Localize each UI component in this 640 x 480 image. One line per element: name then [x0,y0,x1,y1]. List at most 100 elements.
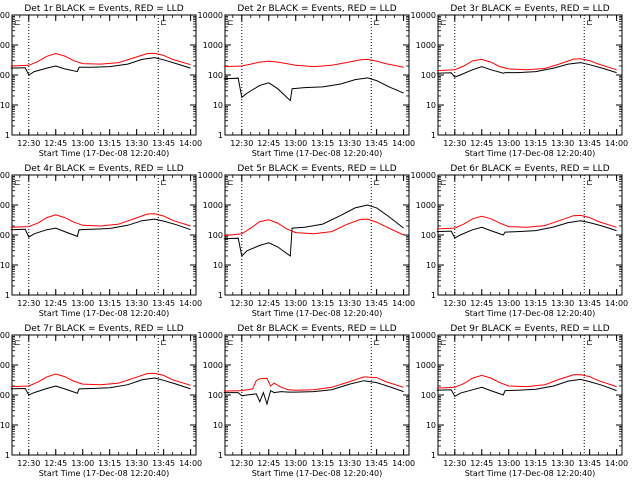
x-axis-label: Start Time (17-Dec-08 12:20:40) [252,469,383,478]
x-axis-label: Start Time (17-Dec-08 12:20:40) [465,469,596,478]
x-tick-label: 13:00 [497,299,520,308]
y-tick-label: 10000 [411,331,436,340]
x-tick-label: 13:45 [578,299,601,308]
y-tick-label: 10 [213,261,223,270]
series-events-line [223,77,404,102]
flag-marker: ⊏ [373,178,380,187]
panel-7: Det 7r BLACK = Events, RED = LLD 1 10 100 10… [0,324,202,478]
y-tick-label: 100 [208,391,223,400]
x-tick-label: 12:45 [470,299,493,308]
x-tick-label: 12:30 [17,459,40,468]
x-tick-label: 13:45 [578,459,601,468]
x-axis-label: Start Time (17-Dec-08 12:20:40) [39,309,170,318]
y-tick-label: 1 [431,291,436,300]
x-tick-label: 12:30 [443,139,466,148]
x-axis-label: Start Time (17-Dec-08 12:20:40) [465,309,596,318]
series-lld-line [10,372,191,388]
panel-title: Det 5r BLACK = Events, RED = LLD [237,164,396,174]
x-tick-label: 13:15 [98,139,121,148]
x-tick-label: 13:45 [152,299,175,308]
x-tick-label: 13:00 [497,139,520,148]
x-axis-label: Start Time (17-Dec-08 12:20:40) [39,469,170,478]
x-tick-label: 13:45 [365,459,388,468]
x-tick-label: 13:00 [497,459,520,468]
y-tick-label: 1000 [203,201,223,210]
x-tick-label: 12:30 [230,139,253,148]
x-tick-label: 12:45 [257,139,280,148]
y-tick-label: 1 [431,131,436,140]
y-tick-label: 10 [0,101,10,110]
x-tick-label: 13:30 [125,299,148,308]
series-lld-line [436,214,617,230]
panel-6: Det 6r BLACK = Events, RED = LLD 1 10 100 10… [411,164,629,318]
panel-3: Det 3r BLACK = Events, RED = LLD 1 10 100 10… [411,4,629,158]
x-tick-label: 14:00 [605,139,628,148]
y-tick-label: 1 [5,291,10,300]
x-tick-label: 14:00 [392,459,415,468]
x-tick-label: 12:45 [44,459,67,468]
y-tick-label: 1 [431,451,436,460]
y-tick-label: 100 [421,391,436,400]
x-tick-label: 13:15 [524,459,547,468]
y-tick-label: 10000 [198,331,223,340]
x-tick-label: 13:00 [284,459,307,468]
flag-marker: ⊏ [586,338,593,347]
y-tick-label: 10 [0,261,10,270]
panel-title: Det 8r BLACK = Events, RED = LLD [237,324,396,334]
plot-frame [11,14,197,136]
y-tick-label: 100 [208,71,223,80]
x-tick-label: 13:30 [125,139,148,148]
x-tick-label: 12:45 [470,459,493,468]
series-lld-line [223,218,404,237]
flag-marker: ⊏ [440,178,447,187]
x-tick-label: 13:00 [71,459,94,468]
x-tick-label: 13:30 [338,139,361,148]
x-tick-label: 13:15 [311,299,334,308]
panel-1: Det 1r BLACK = Events, RED = LLD 1 10 100 10… [0,4,202,158]
x-tick-label: 13:15 [311,139,334,148]
y-tick-label: 10000 [411,11,436,20]
x-axis-label: Start Time (17-Dec-08 12:20:40) [39,149,170,158]
y-tick-label: 10000 [0,171,10,180]
x-tick-label: 13:30 [338,459,361,468]
y-tick-label: 1000 [0,361,10,370]
y-tick-label: 1 [5,131,10,140]
y-tick-label: 100 [421,71,436,80]
x-tick-label: 13:00 [71,139,94,148]
y-tick-label: 100 [0,391,10,400]
panel-9: Det 9r BLACK = Events, RED = LLD 1 10 100 10… [411,324,629,478]
x-tick-label: 12:45 [44,139,67,148]
y-tick-label: 1 [218,291,223,300]
plot-frame [224,14,410,136]
y-tick-label: 100 [421,231,436,240]
x-tick-label: 12:45 [257,299,280,308]
x-tick-label: 13:45 [578,139,601,148]
y-tick-label: 10000 [411,171,436,180]
x-tick-label: 12:30 [17,139,40,148]
series-events-line [223,204,404,258]
flag-marker: ⊏ [227,18,234,27]
panel-title: Det 2r BLACK = Events, RED = LLD [237,4,396,14]
series-events-line [10,377,191,396]
plot-frame [11,334,197,456]
x-tick-label: 13:15 [524,139,547,148]
series-events-line [223,380,404,406]
panel-title: Det 3r BLACK = Events, RED = LLD [450,4,609,14]
flag-marker: ⊏ [14,338,21,347]
series-lld-line [223,58,404,68]
series-lld-line [436,374,617,389]
panel-2: Det 2r BLACK = Events, RED = LLD 1 10 100 10… [198,4,416,158]
flag-marker: ⊏ [227,178,234,187]
x-tick-label: 12:30 [443,299,466,308]
flag-marker: ⊏ [373,338,380,347]
y-tick-label: 10 [426,421,436,430]
plot-frame [224,334,410,456]
plot-frame [437,14,623,136]
x-tick-label: 12:30 [17,299,40,308]
x-tick-label: 14:00 [392,299,415,308]
flag-marker: ⊏ [373,18,380,27]
y-tick-label: 10000 [0,331,10,340]
x-tick-label: 14:00 [605,299,628,308]
x-tick-label: 12:30 [230,299,253,308]
